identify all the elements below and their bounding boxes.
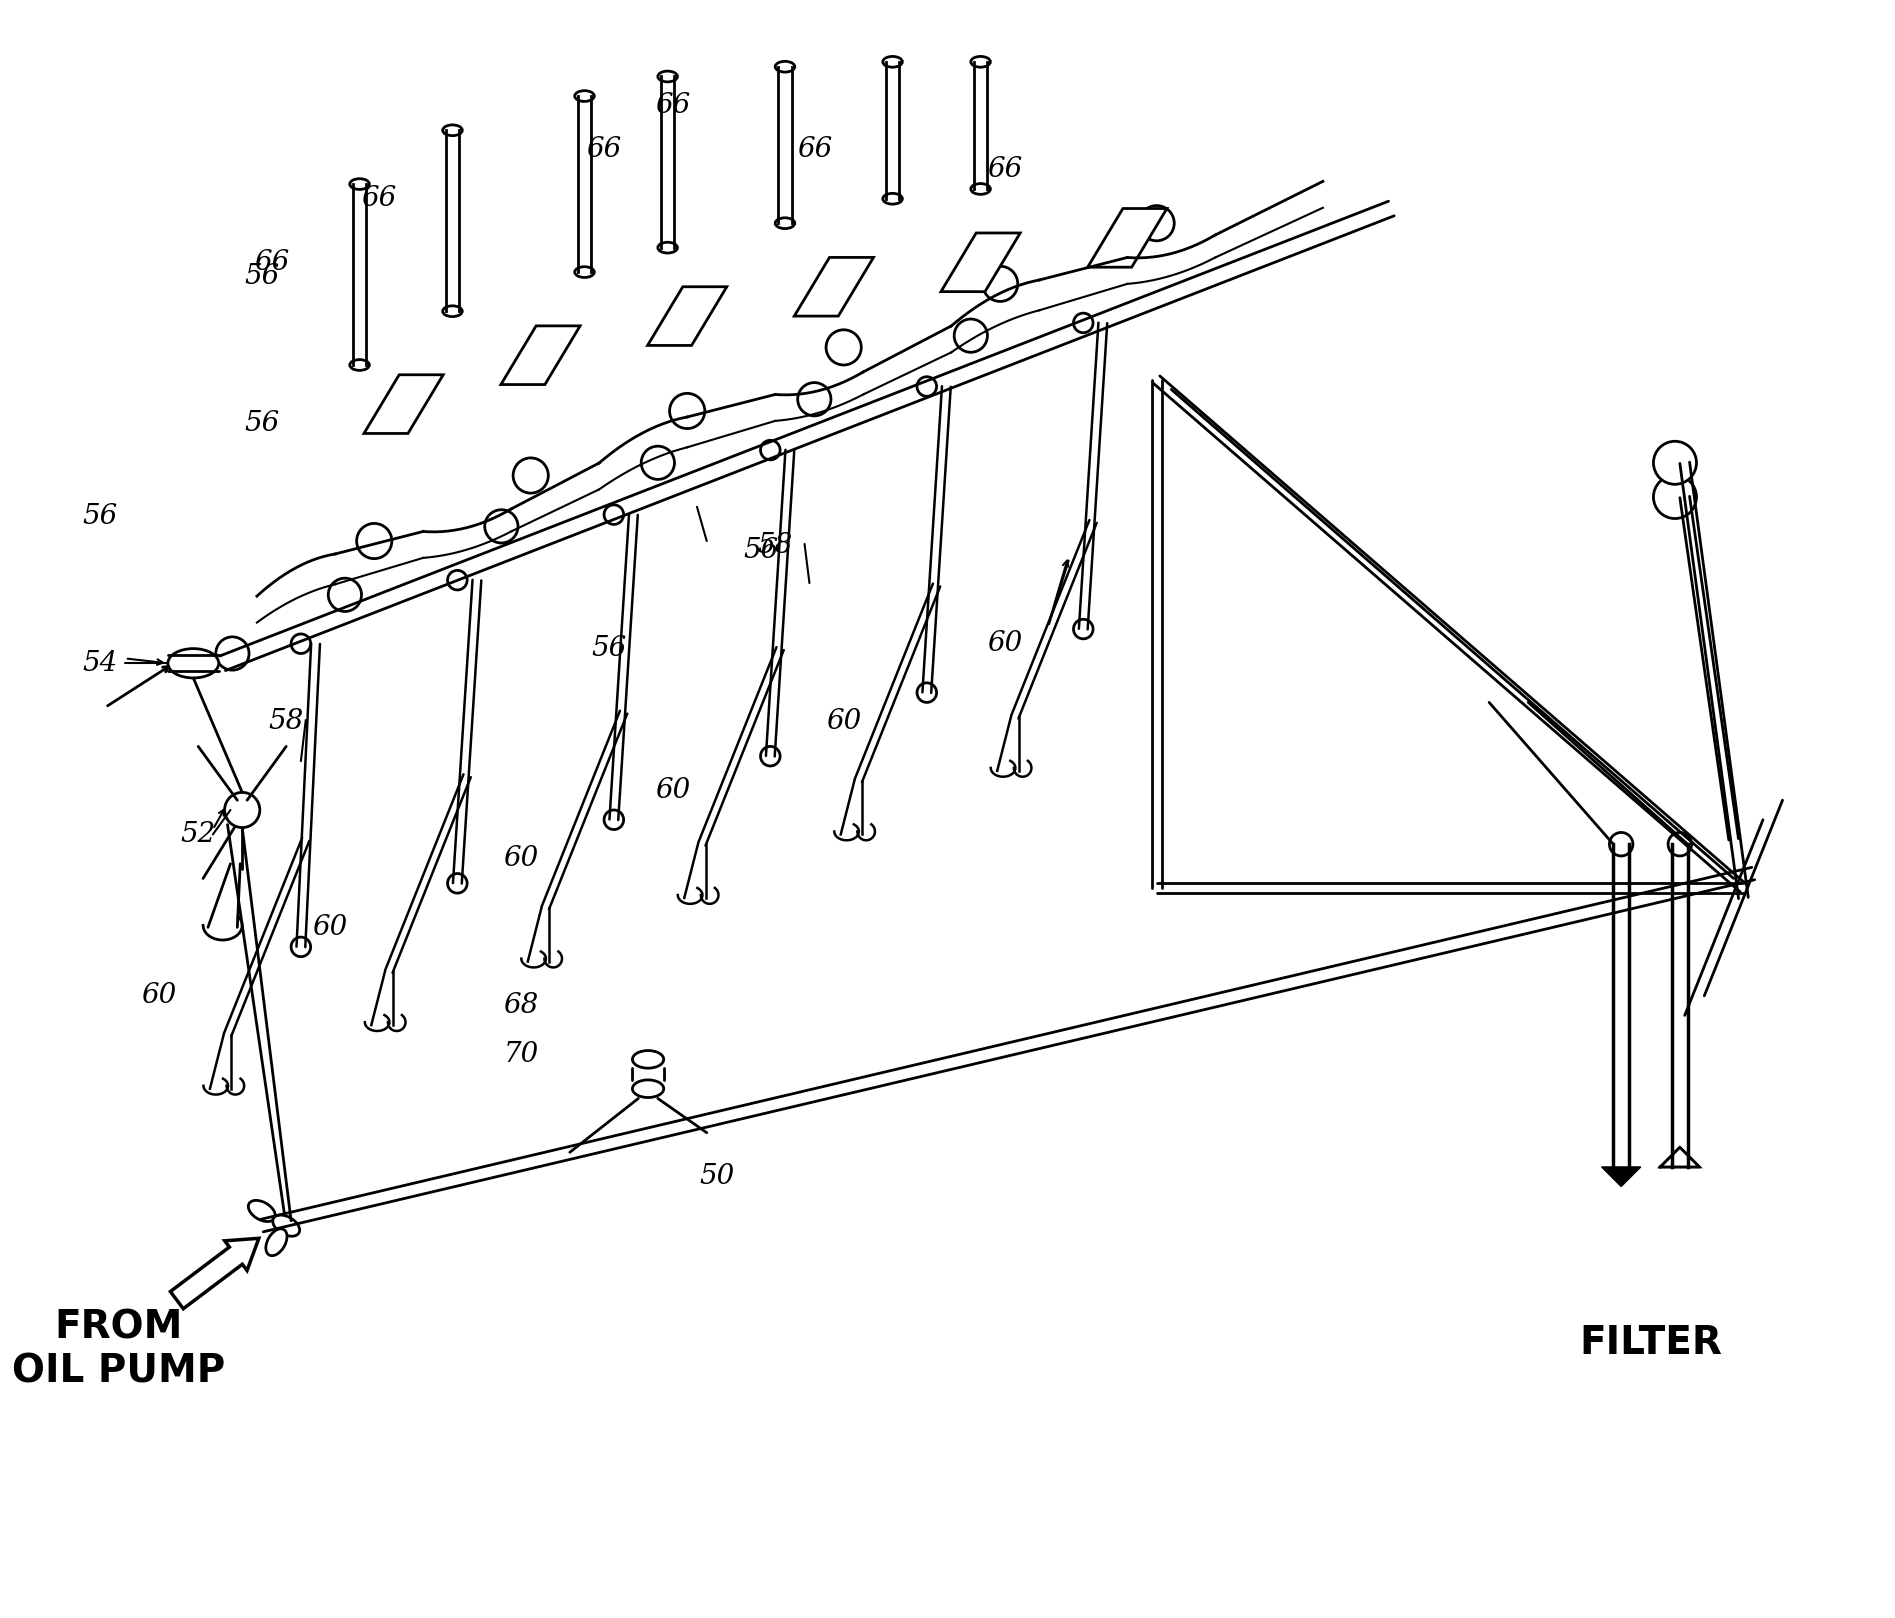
Ellipse shape xyxy=(574,91,595,102)
Polygon shape xyxy=(1660,1147,1700,1167)
Text: 58: 58 xyxy=(758,532,792,560)
Text: 66: 66 xyxy=(796,136,832,163)
Circle shape xyxy=(1139,205,1175,241)
Ellipse shape xyxy=(970,57,991,68)
Polygon shape xyxy=(1601,1167,1641,1186)
Polygon shape xyxy=(500,325,580,385)
Text: 56: 56 xyxy=(591,636,627,662)
Text: 60: 60 xyxy=(987,631,1023,657)
Ellipse shape xyxy=(351,178,370,189)
Circle shape xyxy=(1668,833,1692,856)
Ellipse shape xyxy=(169,649,218,678)
Text: 60: 60 xyxy=(826,709,862,736)
Text: 56: 56 xyxy=(743,537,779,565)
Text: FROM
OIL PUMP: FROM OIL PUMP xyxy=(11,1307,226,1390)
Text: 66: 66 xyxy=(254,249,290,275)
Circle shape xyxy=(1073,620,1093,639)
Ellipse shape xyxy=(443,125,462,136)
Circle shape xyxy=(226,793,260,827)
Circle shape xyxy=(917,683,936,702)
Circle shape xyxy=(798,382,830,416)
Circle shape xyxy=(955,319,987,353)
Circle shape xyxy=(356,524,392,558)
Ellipse shape xyxy=(273,1215,299,1236)
Text: 56: 56 xyxy=(244,411,279,437)
Text: 52: 52 xyxy=(180,820,216,848)
Circle shape xyxy=(1609,833,1633,856)
Text: 60: 60 xyxy=(504,845,538,872)
Text: 50: 50 xyxy=(699,1163,733,1191)
Circle shape xyxy=(1073,314,1093,333)
Circle shape xyxy=(826,330,860,366)
Circle shape xyxy=(641,447,675,479)
Ellipse shape xyxy=(633,1079,663,1097)
Text: 54: 54 xyxy=(83,650,117,676)
Circle shape xyxy=(292,634,311,654)
Ellipse shape xyxy=(658,71,677,83)
Circle shape xyxy=(216,637,248,670)
Circle shape xyxy=(292,937,311,956)
Text: 58: 58 xyxy=(269,709,303,736)
Circle shape xyxy=(760,440,781,460)
Circle shape xyxy=(982,267,1018,301)
Polygon shape xyxy=(1088,209,1167,267)
Circle shape xyxy=(1654,476,1696,518)
Text: 70: 70 xyxy=(504,1040,538,1068)
Text: 60: 60 xyxy=(313,914,349,940)
Ellipse shape xyxy=(883,57,902,68)
Text: 66: 66 xyxy=(586,136,622,163)
Circle shape xyxy=(447,571,468,591)
Circle shape xyxy=(917,377,936,396)
Text: 66: 66 xyxy=(987,155,1023,183)
Text: 66: 66 xyxy=(362,184,396,212)
Circle shape xyxy=(328,578,362,612)
Circle shape xyxy=(514,458,548,493)
Circle shape xyxy=(447,874,468,893)
Text: 56: 56 xyxy=(83,503,117,531)
Text: 60: 60 xyxy=(656,777,690,804)
Circle shape xyxy=(605,505,623,524)
Circle shape xyxy=(669,393,705,429)
Polygon shape xyxy=(794,257,874,316)
Polygon shape xyxy=(171,1238,260,1309)
Polygon shape xyxy=(648,286,728,345)
Ellipse shape xyxy=(265,1228,286,1256)
Ellipse shape xyxy=(633,1050,663,1068)
Text: 56: 56 xyxy=(244,264,279,291)
Circle shape xyxy=(605,811,623,830)
Text: 60: 60 xyxy=(142,982,176,1010)
Ellipse shape xyxy=(775,61,794,73)
Polygon shape xyxy=(364,375,443,434)
Text: 68: 68 xyxy=(504,992,538,1019)
Text: FILTER: FILTER xyxy=(1579,1324,1723,1362)
Circle shape xyxy=(760,746,781,765)
Polygon shape xyxy=(942,233,1020,291)
Circle shape xyxy=(485,510,517,544)
Text: 66: 66 xyxy=(656,92,690,120)
Ellipse shape xyxy=(248,1201,275,1222)
Circle shape xyxy=(1654,442,1696,484)
